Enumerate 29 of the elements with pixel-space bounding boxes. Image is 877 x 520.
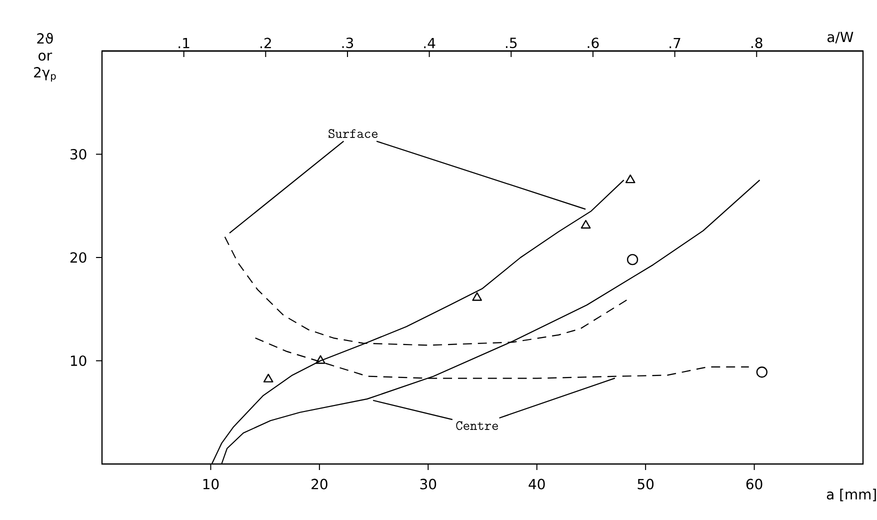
x2-tick-label: .1 bbox=[178, 38, 190, 48]
x2-tick-label: .3 bbox=[342, 38, 354, 48]
annotation: Centre bbox=[456, 421, 498, 430]
point bbox=[580, 220, 591, 229]
x-tick-label: 50 bbox=[638, 478, 654, 490]
x-tick-label: 20 bbox=[312, 478, 328, 490]
x2-tick-label: .7 bbox=[670, 38, 680, 48]
annotation: Surface bbox=[328, 129, 378, 138]
y-axis-title: 2ϑ or 2γ$_{p}$ bbox=[34, 32, 56, 82]
point bbox=[316, 355, 326, 364]
y-tick-label: 30 bbox=[70, 148, 86, 160]
x-tick-label: 60 bbox=[746, 478, 762, 490]
x-tick-label: 30 bbox=[420, 478, 436, 490]
point bbox=[625, 174, 636, 184]
x2-tick-label: .6 bbox=[588, 38, 599, 48]
x-tick-label: 10 bbox=[203, 478, 219, 490]
x-axis-title: a [mm] bbox=[826, 488, 876, 502]
x2-tick-label: .4 bbox=[424, 38, 436, 48]
x-tick-label: 40 bbox=[528, 478, 545, 490]
point bbox=[756, 366, 768, 378]
y-tick-label: 20 bbox=[70, 252, 86, 263]
y-tick-label: 10 bbox=[70, 355, 86, 366]
x2-tick-label: .2 bbox=[260, 38, 271, 48]
x2-tick-label: .8 bbox=[751, 38, 762, 48]
x2-axis-title: a/W bbox=[827, 32, 854, 44]
point bbox=[263, 374, 274, 382]
x2-tick-label: .5 bbox=[506, 38, 517, 48]
point bbox=[472, 292, 482, 301]
point bbox=[626, 254, 638, 266]
